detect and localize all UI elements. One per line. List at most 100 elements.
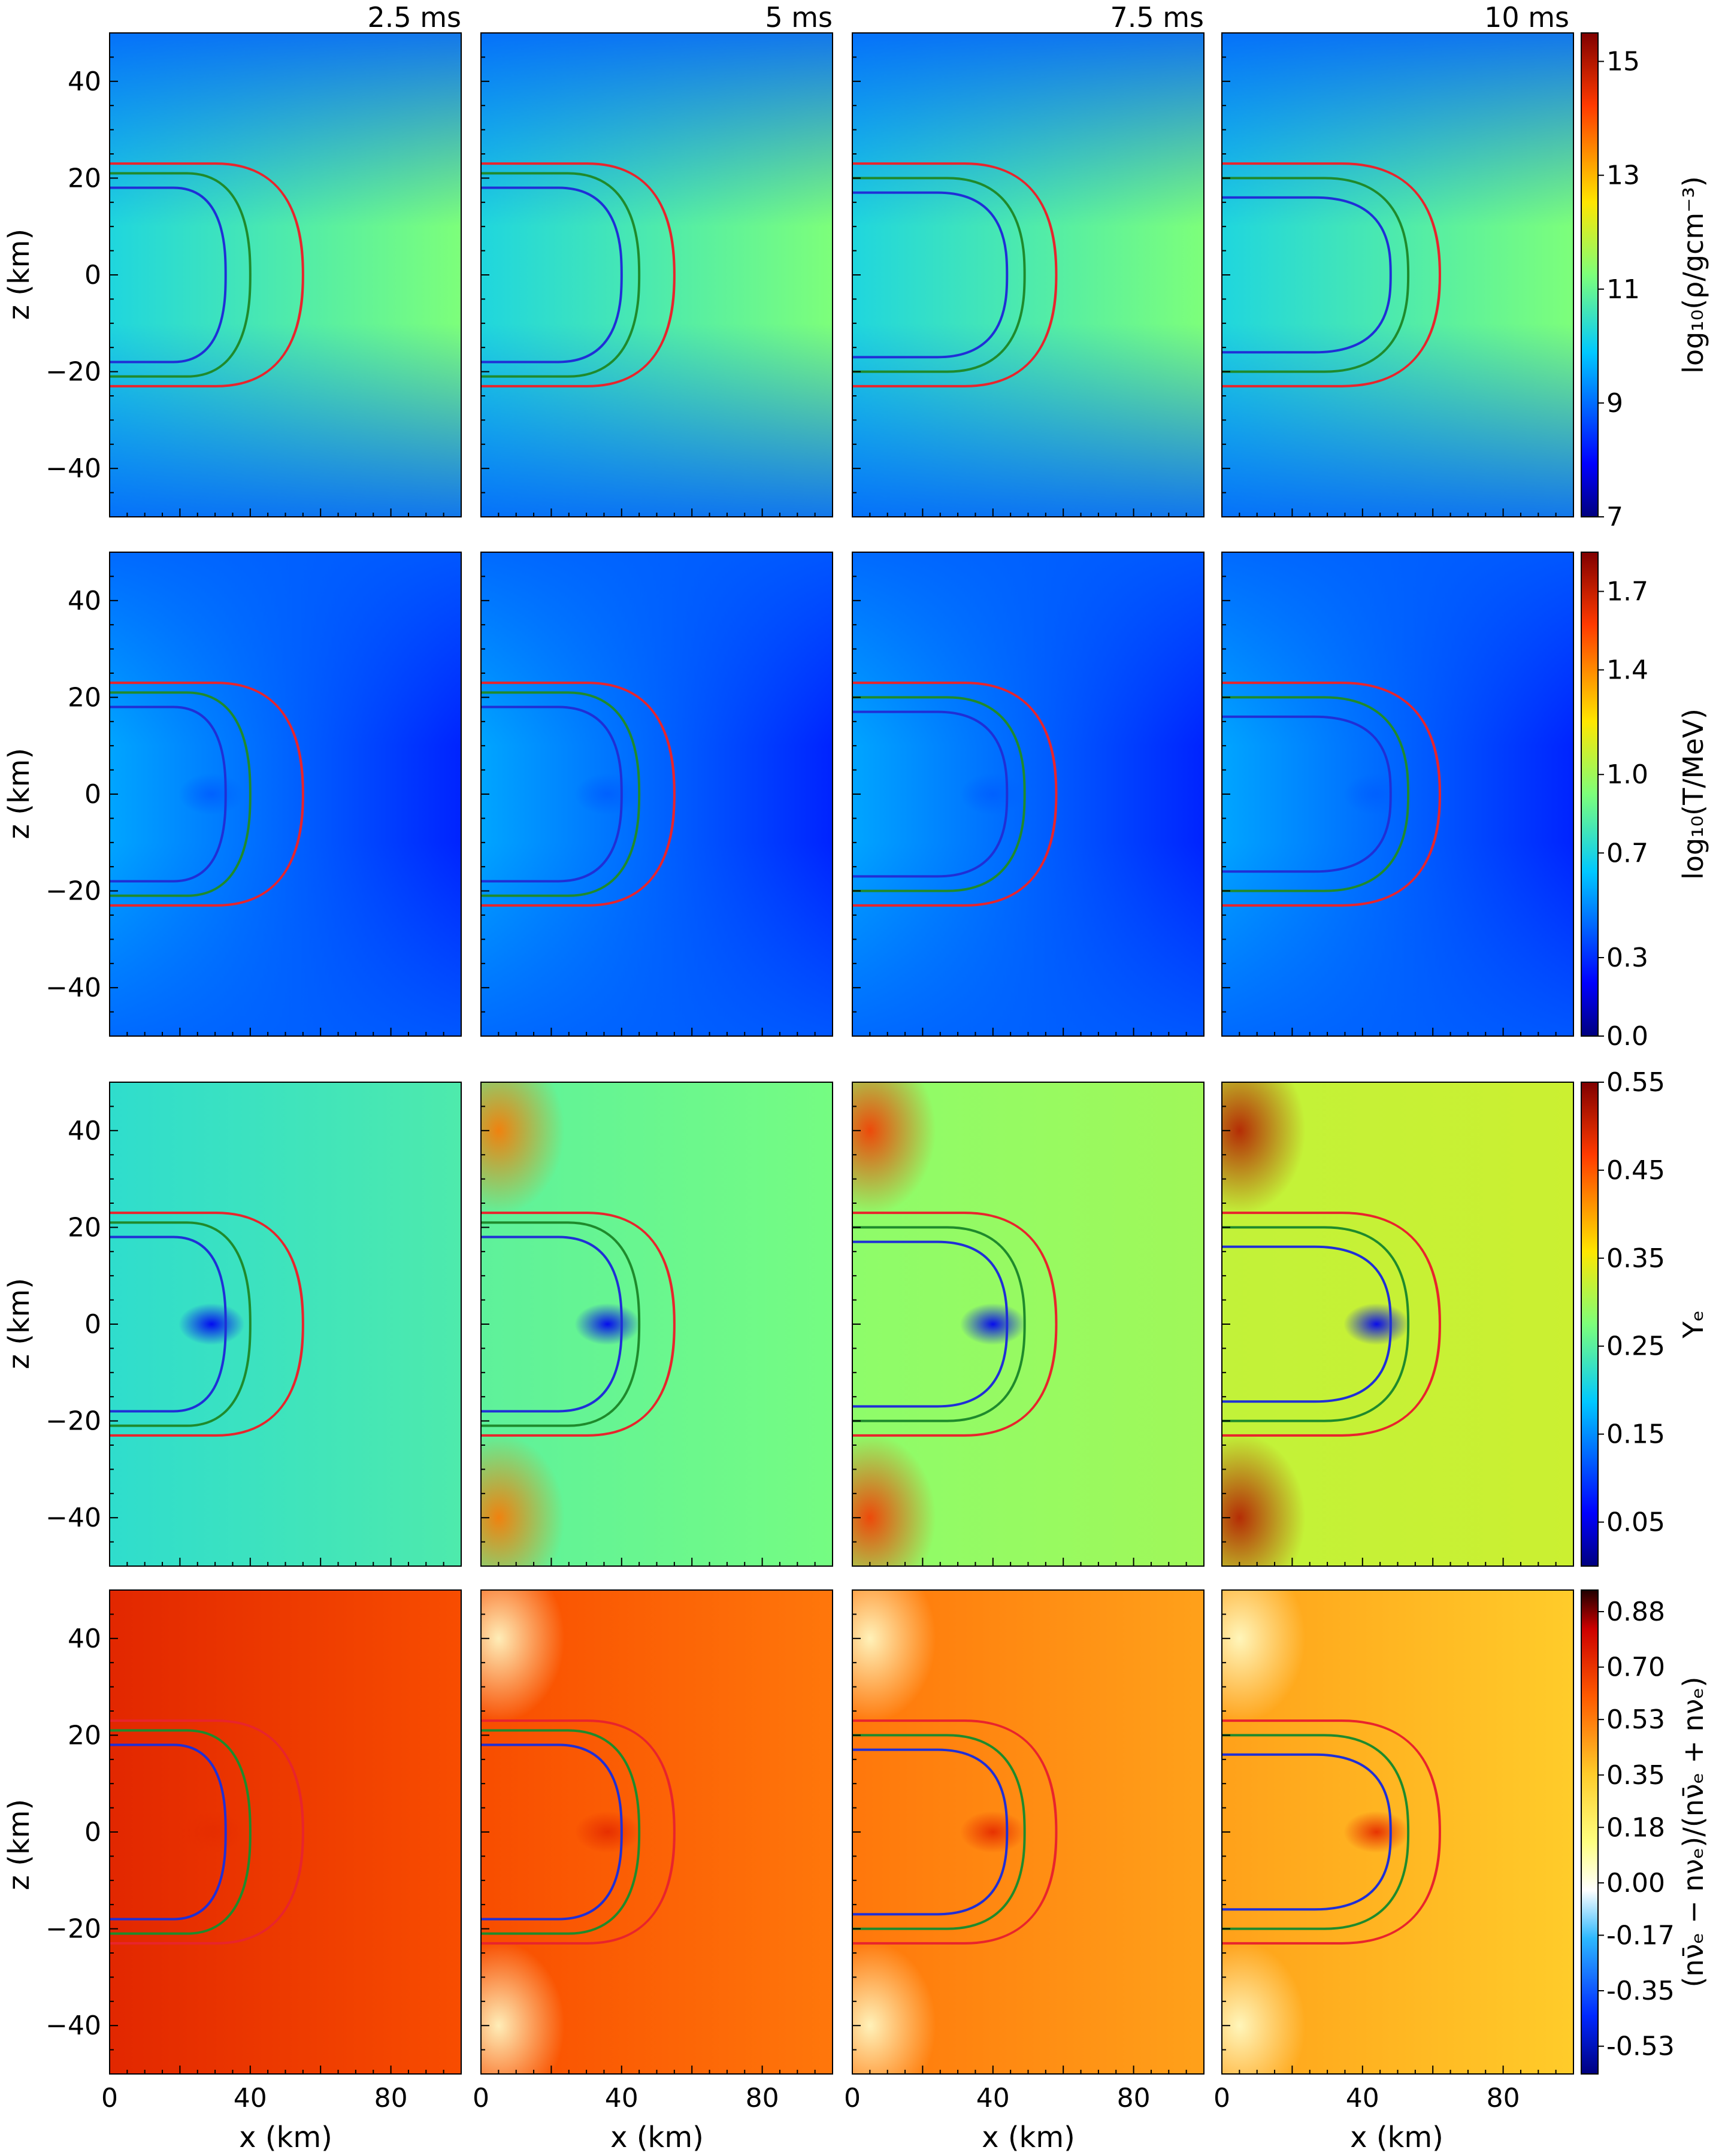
panel-field: [852, 33, 1204, 517]
contour-inner: [852, 1748, 1009, 1916]
contour-inner: [852, 1240, 1009, 1408]
field-polar-plume-top: [852, 1590, 936, 1722]
z-tick-label: −20: [46, 1914, 101, 1945]
colorbar-tick-label: 11: [1606, 274, 1640, 305]
colorbar-tick-label: 0.7: [1606, 838, 1648, 868]
z-tick-label: 0: [84, 1309, 101, 1340]
panel-field: [1222, 552, 1573, 1036]
field-polar-plume-bottom: [1222, 1434, 1306, 1566]
z-tick-label: 40: [68, 1116, 101, 1146]
contour-middle: [852, 177, 1026, 373]
colorbars: 15 13 11 9 7 log₁₀(ρ/gcm⁻³) 1.7 1.4 1.0 0.7 0.3 0.0…: [1581, 32, 1709, 2075]
field-hotspot: [574, 1811, 641, 1853]
z-tick-label: −40: [46, 973, 101, 1003]
contour-outer: [852, 162, 1058, 387]
field-hotspot: [178, 1303, 245, 1345]
colorbar-electron-fraction: 0.55 0.45 0.35 0.25 0.15 0.05: [1581, 1067, 1665, 1567]
contour-outer: [110, 162, 304, 387]
panel-r1-c1: 40 20 0 −20 −40: [46, 32, 462, 517]
panel-field: [852, 552, 1204, 1036]
contour-inner: [481, 186, 623, 364]
panel-field: [110, 1082, 461, 1566]
x-tick-label: 40: [234, 2083, 267, 2113]
x-axis-label-col2: x (km): [610, 2121, 704, 2154]
field-polar-plume-bottom: [481, 1434, 565, 1566]
colorbar-tick-label: 7: [1606, 502, 1623, 532]
field-core: [1222, 143, 1418, 407]
z-tick-label: 0: [84, 260, 101, 290]
field-polar-plume-top: [1222, 1590, 1306, 1722]
x-tick-label: 40: [976, 2083, 1010, 2113]
colorbar-label: log₁₀(ρ/gcm⁻³): [1677, 176, 1709, 374]
x-tick-label: 80: [374, 2083, 408, 2113]
contour-inner: [1222, 715, 1392, 873]
z-tick-label: 20: [68, 163, 101, 193]
z-tick-label: −40: [46, 453, 101, 484]
colorbar-tick-label: 0.53: [1606, 1704, 1665, 1735]
x-tick-label: 80: [746, 2083, 779, 2113]
contour-inner: [481, 1236, 623, 1413]
panel-title-10ms: 10 ms: [1484, 1, 1569, 34]
field-hotspot: [178, 1811, 245, 1853]
contour-outer: [1222, 682, 1441, 907]
z-axis-label-row1: z (km): [2, 229, 36, 320]
panel-grid: 40 20 0 −20 −40 40 20 0 −20 −40 40 20 0 −20 −40 40 20 0 −2…: [46, 32, 1574, 2113]
contour-inner: [110, 1743, 227, 1921]
contour-middle: [1222, 177, 1410, 373]
field-hotspot: [960, 1303, 1026, 1345]
contour-middle: [481, 691, 641, 897]
contour-outer: [110, 1212, 304, 1437]
x-tick-label: 0: [844, 2083, 861, 2113]
x-tick-label: 40: [605, 2083, 638, 2113]
panel-r4-c2: 0 40 80: [473, 1589, 833, 2113]
colorbar-label: log₁₀(T/MeV): [1677, 708, 1709, 880]
field-polar-plume-bottom: [1222, 1942, 1306, 2074]
colorbar-label: Yₑ: [1677, 1310, 1709, 1339]
field-hotspot: [1343, 1303, 1410, 1345]
contour-middle: [110, 1221, 252, 1427]
panel-field: [1222, 1590, 1573, 2074]
contour-middle: [481, 1729, 641, 1935]
x-axis-label-col3: x (km): [982, 2121, 1075, 2154]
z-axis-label-row4: z (km): [2, 1799, 36, 1890]
colorbar-tick-label: 0.55: [1606, 1067, 1665, 1098]
colorbar-tick-label: 1.0: [1606, 759, 1648, 790]
contour-outer: [110, 1719, 304, 1945]
panel-title-5ms: 5 ms: [765, 1, 833, 34]
contour-middle: [852, 696, 1026, 892]
field-hotspot: [178, 773, 245, 815]
panel-field: [110, 552, 461, 1036]
contour-outer: [1222, 162, 1441, 387]
panel-field: [1222, 1082, 1573, 1566]
panel-field: [1222, 33, 1573, 517]
colorbar-tick-label: 0.35: [1606, 1243, 1665, 1274]
x-axis-labels: x (km) x (km) x (km) x (km): [239, 2121, 1443, 2154]
z-tick-label: 20: [68, 1212, 101, 1243]
contour-outer: [1222, 1212, 1441, 1437]
colorbar-tick-label: 0.0: [1606, 1021, 1648, 1052]
z-tick-label: 0: [84, 779, 101, 810]
field-polar-plume-bottom: [481, 1942, 565, 2074]
colorbar-temperature: 1.7 1.4 1.0 0.7 0.3 0.0: [1581, 552, 1648, 1052]
field-polar-plume-bottom: [852, 1434, 936, 1566]
colorbar-tick-label: 0.05: [1606, 1507, 1665, 1538]
contour-inner: [110, 705, 227, 883]
contour-outer: [1222, 1719, 1441, 1945]
contour-outer: [481, 1212, 676, 1437]
panel-r3-c4: [1221, 1082, 1574, 1567]
colorbar-tick-label: 0.88: [1606, 1597, 1665, 1627]
panel-r3-c3: [852, 1082, 1205, 1567]
panel-r2-c3: [852, 552, 1205, 1037]
contour-inner: [852, 191, 1009, 359]
panel-r2-c4: [1221, 552, 1574, 1037]
contour-middle: [110, 172, 252, 378]
panel-r1-c3: [852, 32, 1205, 517]
colorbar-tick-label: 0.3: [1606, 943, 1648, 973]
colorbar-label: (nν̄ₑ − nνₑ)/(nν̄ₑ + nνₑ): [1677, 1677, 1709, 1988]
colorbar-tick-label: 9: [1606, 388, 1623, 419]
panel-r3-c2: [480, 1082, 833, 1567]
field-hotspot: [574, 773, 641, 815]
colorbar-tick-label: 0.25: [1606, 1331, 1665, 1362]
panel-r1-c4: [1221, 32, 1574, 517]
